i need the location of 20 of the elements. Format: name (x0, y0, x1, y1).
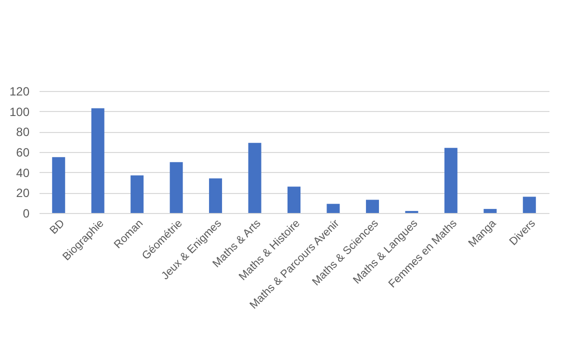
y-tick-label: 60 (16, 146, 30, 160)
bar (326, 204, 340, 213)
y-tick-label: 80 (16, 125, 30, 140)
x-tick-label: BD (48, 217, 68, 237)
bar (484, 208, 497, 213)
bar (248, 142, 262, 213)
bar (170, 162, 183, 213)
y-tick-label: 20 (16, 186, 30, 200)
y-tick-label: 100 (9, 104, 30, 119)
bar (522, 196, 536, 213)
y-tick-label: 40 (16, 166, 30, 180)
y-tick-label: 0 (22, 206, 30, 220)
bar (444, 148, 458, 213)
bar (366, 200, 379, 213)
bar (52, 157, 66, 213)
y-tick-label: 120 (9, 84, 30, 98)
bar (130, 175, 144, 213)
bar (91, 108, 104, 213)
bar (209, 178, 222, 213)
bar (288, 186, 300, 213)
